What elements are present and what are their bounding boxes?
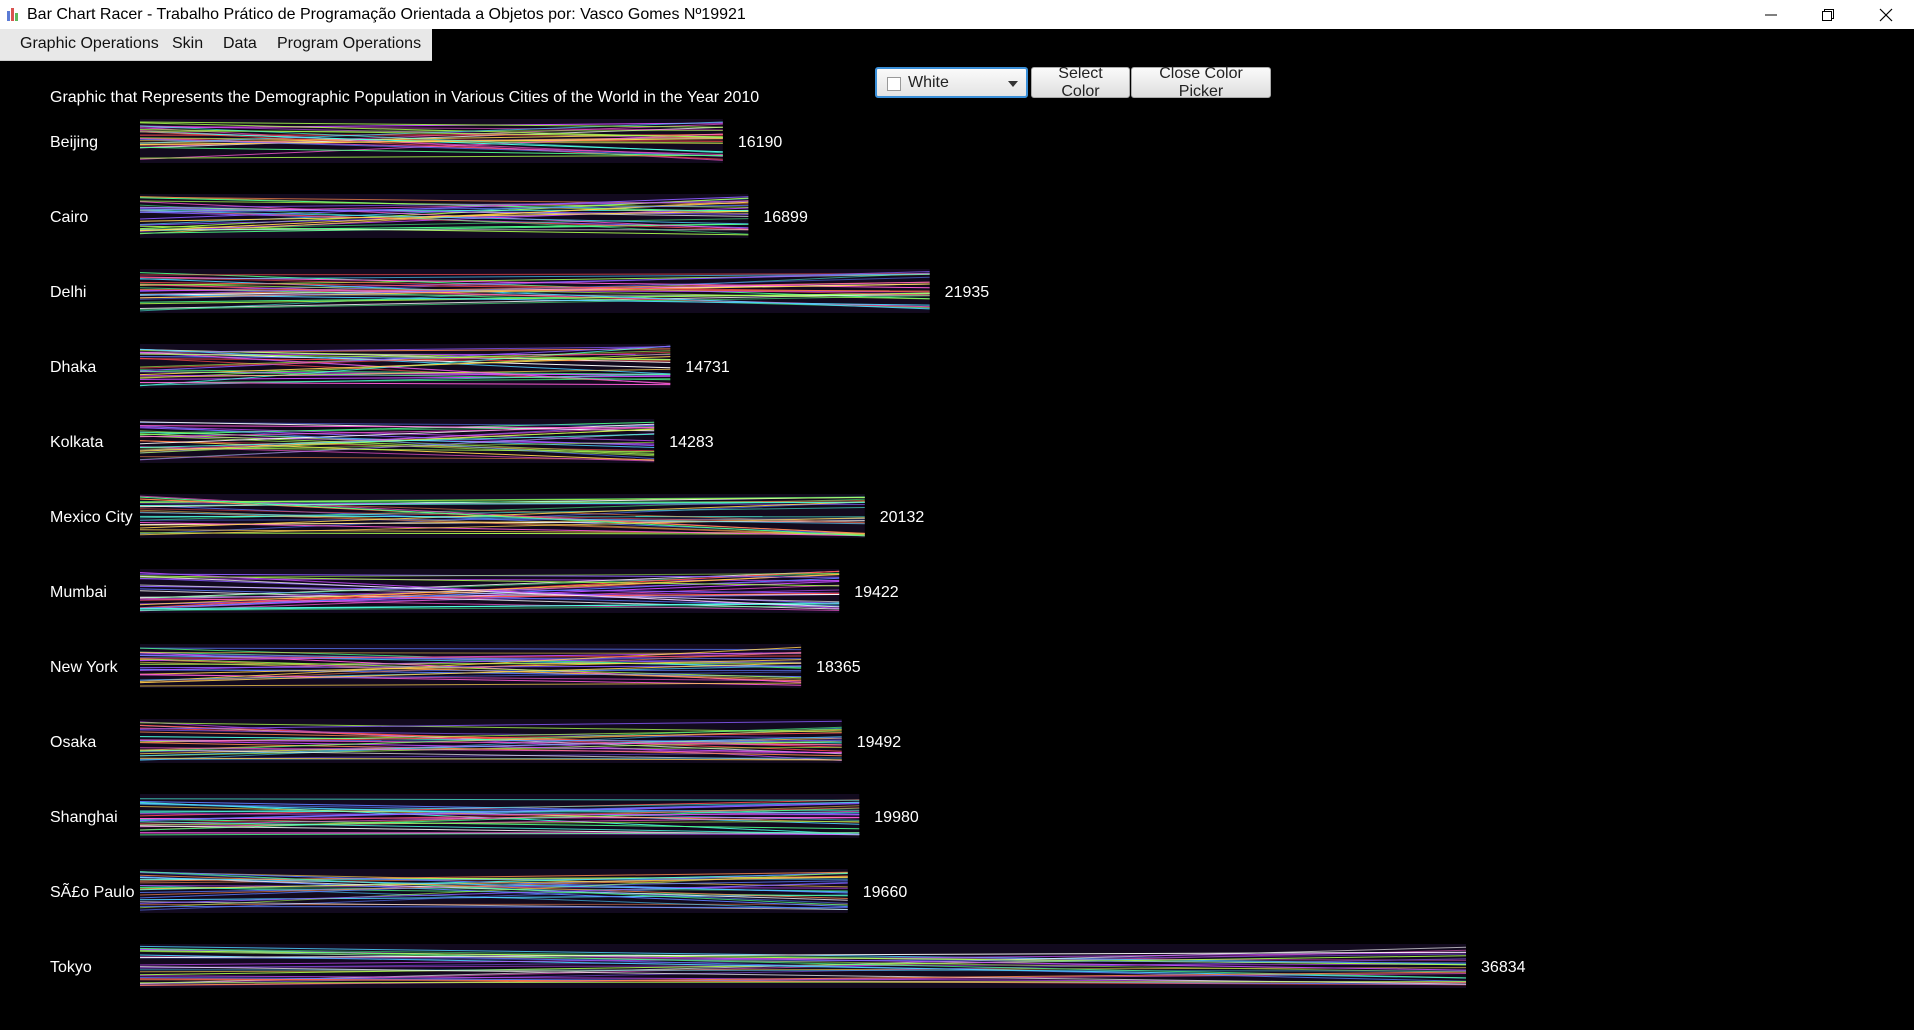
title-bar: Bar Chart Racer - Trabalho Prático de Pr… bbox=[0, 0, 1914, 29]
value-label: 19422 bbox=[854, 584, 899, 601]
value-label: 19660 bbox=[863, 884, 908, 901]
category-label: Beijing bbox=[50, 134, 98, 151]
close-icon bbox=[1879, 8, 1893, 21]
menu-graphic-operations[interactable]: Graphic Operations bbox=[20, 35, 159, 52]
color-select[interactable]: White bbox=[875, 67, 1028, 98]
bar-tokyo bbox=[139, 944, 1467, 988]
category-label: Delhi bbox=[50, 284, 86, 301]
category-label: Mumbai bbox=[50, 584, 107, 601]
value-label: 20132 bbox=[880, 509, 925, 526]
minimize-icon bbox=[1765, 14, 1777, 15]
bar-dhaka bbox=[139, 344, 671, 388]
bar-delhi bbox=[139, 269, 930, 313]
value-label: 19980 bbox=[874, 809, 919, 826]
bar-mexico-city bbox=[139, 494, 865, 538]
color-select-value: White bbox=[908, 74, 949, 91]
menu-bar: Graphic Operations Skin Data Program Ope… bbox=[0, 29, 432, 61]
bar-s-o-paulo bbox=[139, 869, 848, 913]
bar-kolkata bbox=[139, 419, 655, 463]
bar-cairo bbox=[139, 194, 749, 238]
restore-icon bbox=[1822, 8, 1834, 21]
color-swatch bbox=[887, 77, 901, 91]
value-label: 19492 bbox=[857, 734, 902, 751]
bar-chart-icon bbox=[7, 8, 18, 21]
value-label: 16899 bbox=[763, 209, 808, 226]
bar-osaka bbox=[139, 719, 842, 763]
category-label: Shanghai bbox=[50, 809, 118, 826]
value-label: 21935 bbox=[945, 284, 990, 301]
maximize-button[interactable] bbox=[1800, 0, 1856, 29]
bar-new-york bbox=[139, 644, 802, 688]
value-label: 14731 bbox=[685, 359, 730, 376]
category-label: Kolkata bbox=[50, 434, 103, 451]
value-label: 16190 bbox=[738, 134, 783, 151]
bar-shanghai bbox=[139, 794, 860, 838]
minimize-button[interactable] bbox=[1743, 0, 1799, 29]
bar-beijing bbox=[139, 119, 723, 163]
value-label: 36834 bbox=[1481, 959, 1526, 976]
close-color-picker-button[interactable]: Close Color Picker bbox=[1131, 65, 1271, 100]
value-label: 14283 bbox=[669, 434, 714, 451]
close-window-button[interactable] bbox=[1858, 0, 1914, 29]
menu-data[interactable]: Data bbox=[223, 35, 257, 52]
category-label: Osaka bbox=[50, 734, 96, 751]
category-label: New York bbox=[50, 659, 119, 676]
value-label: 18365 bbox=[816, 659, 861, 676]
category-label: Dhaka bbox=[50, 359, 96, 376]
select-color-button[interactable]: Select Color bbox=[1031, 65, 1130, 100]
category-label: Tokyo bbox=[50, 959, 92, 976]
chart-title: Graphic that Represents the Demographic … bbox=[50, 89, 760, 106]
window-title: Bar Chart Racer - Trabalho Prático de Pr… bbox=[27, 6, 746, 23]
bar-mumbai bbox=[139, 569, 840, 613]
category-label: SÃ£o Paulo bbox=[50, 881, 135, 901]
menu-program-operations[interactable]: Program Operations bbox=[277, 35, 422, 52]
category-label: Mexico City bbox=[50, 509, 133, 526]
chevron-down-icon bbox=[1008, 81, 1018, 87]
category-label: Cairo bbox=[50, 209, 88, 226]
menu-skin[interactable]: Skin bbox=[172, 35, 204, 52]
